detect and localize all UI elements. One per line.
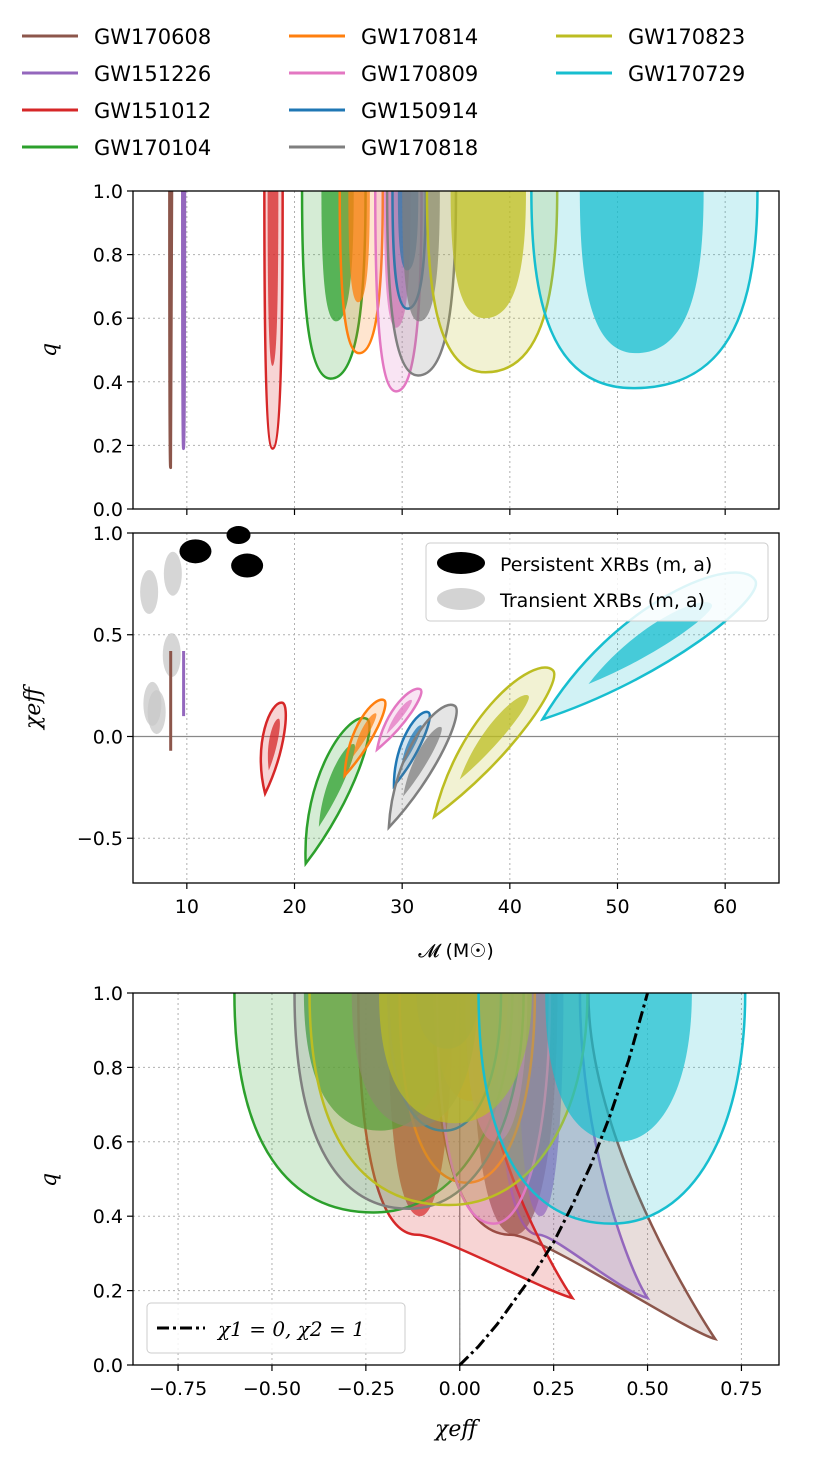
top-contour50-gw170104 xyxy=(321,191,354,322)
middle-panel-xtick-label: 50 xyxy=(605,896,629,918)
middle-panel-ytick-label: 0.5 xyxy=(93,625,123,647)
bottom-panel-ytick-label: 0.6 xyxy=(93,1132,123,1154)
middle-contour50-gw170818 xyxy=(403,726,442,797)
event-legend: GW170608 GW151226 GW151012 GW170104 GW170814… xyxy=(22,25,745,160)
middle-contour50-gw170729 xyxy=(588,602,713,684)
bottom-panel-ytick-label: 0.0 xyxy=(93,1355,123,1377)
middle-panel-ylabel: χeff xyxy=(21,684,46,731)
middle-contour50-gw170814 xyxy=(353,713,377,757)
spin-curve-legend-box xyxy=(146,1302,406,1354)
persistent-xrb-label: Persistent XRBs (m, a) xyxy=(500,554,712,576)
spin-curve-label: χ1 = 0, χ2 = 1 xyxy=(216,1317,365,1341)
bottom-panel-xtick-label: 0.50 xyxy=(626,1378,668,1400)
q-vs-chi-eff-panel: −0.75 −0.50 −0.25 0.00 0.25 0.50 0.75 0.0 0.2 0.4… xyxy=(37,983,780,1442)
top-panel-ytick-label: 0.8 xyxy=(93,245,123,267)
bottom-panel-ylabel: q xyxy=(37,1173,62,1187)
bottom-panel-xtick-label: 0.75 xyxy=(720,1378,762,1400)
top-panel-ticks: 0.0 0.2 0.4 0.6 0.8 1.0 xyxy=(93,181,726,521)
top-contour90-gw151226 xyxy=(181,190,187,451)
middle-panel-xtick-label: 40 xyxy=(498,896,522,918)
middle-panel-xlabel: 𝓜 (M☉) xyxy=(418,940,494,962)
bottom-panel-xtick-label: −0.75 xyxy=(149,1378,207,1400)
xrb-legend-box xyxy=(425,542,769,622)
top-panel-ylabel: q xyxy=(37,343,62,357)
top-contour50-gw170814 xyxy=(348,191,370,303)
middle-panel-xtick-label: 20 xyxy=(282,896,306,918)
legend-label-gw170608: GW170608 xyxy=(94,25,211,49)
chi-eff-vs-chirp-mass-panel: 10 20 30 40 50 60 −0.5 0.0 0.5 1.0 χeff 𝓜 (M☉) Pe… xyxy=(21,523,780,962)
transient-xrb-point xyxy=(147,690,166,735)
top-contour50-gw170823 xyxy=(450,191,526,319)
top-panel-grid xyxy=(133,190,779,510)
middle-panel-ytick-label: −0.5 xyxy=(77,828,123,850)
bottom-panel-xtick-label: −0.50 xyxy=(243,1378,301,1400)
xrb-legend: Persistent XRBs (m, a) Transient XRBs (m… xyxy=(425,542,769,622)
top-contour50-gw170818 xyxy=(402,191,440,322)
transient-xrb-label: Transient XRBs (m, a) xyxy=(499,590,705,612)
bottom-panel-xlabel: χeff xyxy=(433,1417,480,1442)
middle-contour50-gw151012 xyxy=(267,718,280,771)
spin-curve-legend: χ1 = 0, χ2 = 1 xyxy=(146,1302,406,1354)
bottom-contour50-gw170823 xyxy=(379,993,532,1124)
persistent-xrb-point xyxy=(226,526,251,545)
bottom-panel-ytick-label: 0.4 xyxy=(93,1206,123,1228)
middle-panel-xtick-label: 30 xyxy=(390,896,414,918)
top-panel-ytick-label: 0.4 xyxy=(93,372,123,394)
middle-panel-ytick-label: 1.0 xyxy=(93,523,123,545)
legend-label-gw150914: GW150914 xyxy=(361,99,478,123)
middle-contour50-gw170823 xyxy=(459,695,529,780)
bottom-panel-ytick-label: 0.2 xyxy=(93,1281,123,1303)
top-contour50-gw170729 xyxy=(579,191,704,354)
transient-xrb-point xyxy=(140,570,159,615)
top-panel-ytick-label: 0.0 xyxy=(93,499,123,521)
legend-label-gw170809: GW170809 xyxy=(361,62,478,86)
legend-label-gw170823: GW170823 xyxy=(628,25,745,49)
spin-reference-curve xyxy=(458,992,649,1367)
bottom-panel-frame xyxy=(132,992,780,1366)
legend-label-gw170104: GW170104 xyxy=(94,136,211,160)
q-vs-chirp-mass-panel: 0.0 0.2 0.4 0.6 0.8 1.0 q xyxy=(37,181,780,521)
legend-label-gw151226: GW151226 xyxy=(94,62,211,86)
legend-label-gw151012: GW151012 xyxy=(94,99,211,123)
persistent-xrb-swatch xyxy=(437,552,485,574)
middle-panel-ytick-label: 0.0 xyxy=(93,726,123,748)
legend-label-gw170729: GW170729 xyxy=(628,62,745,86)
persistent-xrb-point xyxy=(231,553,264,578)
transient-xrb-swatch xyxy=(437,588,485,610)
top-contour50-gw151012 xyxy=(267,191,279,366)
bottom-panel-ytick-label: 0.8 xyxy=(93,1057,123,1079)
top-panel-contours xyxy=(168,190,759,470)
bottom-panel-ytick-label: 1.0 xyxy=(93,983,123,1005)
bottom-panel-xtick-label: 0.25 xyxy=(532,1378,574,1400)
top-panel-frame xyxy=(132,190,780,510)
bottom-panel-xtick-label: −0.25 xyxy=(337,1378,395,1400)
top-panel-ytick-label: 0.2 xyxy=(93,435,123,457)
bottom-panel-ticks: −0.75 −0.50 −0.25 0.00 0.25 0.50 0.75 0.0 0.2 0.4… xyxy=(93,983,763,1400)
middle-contour50-gw170809 xyxy=(386,699,412,735)
middle-panel-xtick-label: 10 xyxy=(175,896,199,918)
legend-label-gw170814: GW170814 xyxy=(361,25,478,49)
persistent-xrb-point xyxy=(179,539,212,564)
middle-panel-ticks: 10 20 30 40 50 60 −0.5 0.0 0.5 1.0 xyxy=(77,523,737,918)
bottom-contour50-gw170729 xyxy=(545,993,692,1142)
top-panel-ytick-label: 0.6 xyxy=(93,308,123,330)
bottom-panel-contours xyxy=(233,992,747,1367)
top-contour90-gw170608 xyxy=(168,190,174,470)
top-panel-ytick-label: 1.0 xyxy=(93,181,123,203)
legend-label-gw170818: GW170818 xyxy=(361,136,478,160)
middle-panel-frame xyxy=(132,532,780,884)
transient-xrb-point xyxy=(163,551,182,596)
bottom-panel-xtick-label: 0.00 xyxy=(439,1378,481,1400)
middle-panel-xtick-label: 60 xyxy=(713,896,737,918)
